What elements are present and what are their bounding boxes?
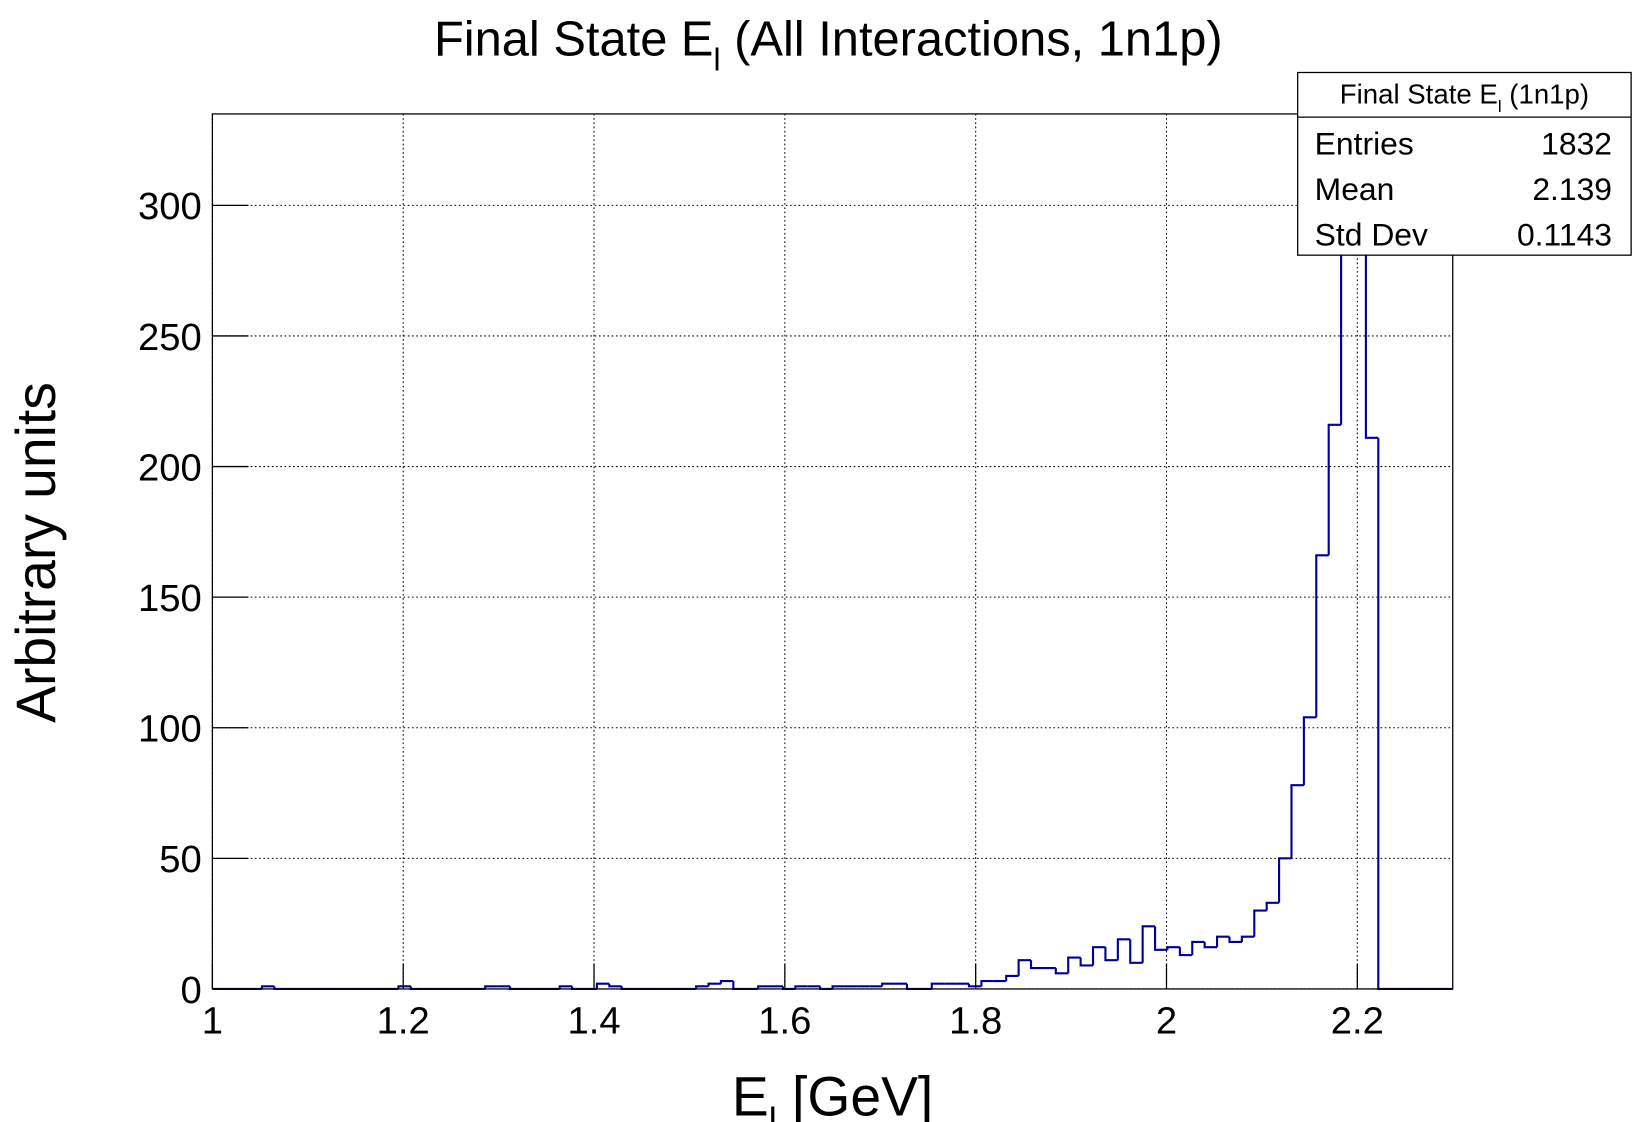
histogram-bin — [695, 985, 709, 989]
title-rest: (All Interactions, 1n1p) — [721, 13, 1223, 67]
histogram-bin — [397, 985, 411, 989]
histogram-bin — [719, 980, 734, 984]
histogram-bin — [1178, 947, 1193, 957]
histogram-bin — [881, 982, 895, 987]
histogram-bin — [930, 982, 945, 989]
histogram-bin — [1067, 956, 1081, 974]
stats-value: 1832 — [1541, 125, 1612, 161]
histogram-bin — [1340, 113, 1343, 425]
histogram-bin — [757, 985, 771, 989]
histogram-bin — [1315, 554, 1329, 718]
histogram-bin — [1153, 926, 1168, 951]
histogram-bin — [1228, 936, 1242, 944]
histogram-bin — [558, 985, 573, 989]
histogram-bin — [1091, 946, 1106, 966]
histogram-bin — [484, 985, 498, 989]
y-tick-label: 100 — [138, 708, 202, 751]
stats-label: Entries — [1315, 125, 1414, 161]
histogram-bin — [1129, 939, 1143, 964]
ticks: 1 1.2 1.4 1.6 1.8 2 2.2 0 50 100 150 200 250 300 — [138, 185, 1384, 1042]
histogram-bin — [1079, 957, 1094, 967]
histogram-bin — [1265, 901, 1280, 911]
histogram-bin — [1166, 946, 1180, 950]
x-tick-label: 1.8 — [949, 1000, 1002, 1043]
histogram-bin — [1141, 925, 1156, 963]
histogram-bin — [1054, 968, 1069, 975]
histogram-bin — [1005, 974, 1019, 982]
stats-title-sub: l — [1498, 97, 1502, 116]
y-tick-label: 150 — [138, 577, 202, 620]
histogram-bin — [1216, 935, 1230, 948]
x-tick-label: 2.2 — [1331, 1000, 1384, 1043]
x-tick-label: 1.6 — [758, 1000, 811, 1043]
xlabel-sub: l — [769, 1099, 777, 1122]
y-tick-label: 50 — [159, 838, 202, 881]
chart-title: Final State El (All Interactions, 1n1p) — [434, 13, 1223, 78]
histogram-bin — [608, 983, 622, 988]
y-axis-title: Arbitrary units — [5, 382, 67, 723]
histogram-bin — [1302, 716, 1317, 786]
histogram-bin — [1104, 947, 1118, 962]
stats-value: 0.1143 — [1517, 217, 1612, 253]
x-axis-title: El [GeV] — [732, 1065, 933, 1122]
xlabel-rest: [GeV] — [777, 1065, 934, 1122]
x-tick-label: 1.4 — [567, 1000, 620, 1043]
grid — [211, 113, 1453, 990]
stats-title: Final State El (1n1p) — [1340, 78, 1589, 115]
stats-label: Mean — [1315, 171, 1395, 207]
histogram-bin — [831, 985, 845, 989]
x-tick-label: 1.2 — [377, 1000, 430, 1043]
title-main: Final State E — [434, 13, 714, 67]
histogram-bin — [595, 982, 610, 989]
y-tick-label: 200 — [138, 446, 202, 489]
histogram-bin — [1029, 960, 1044, 970]
y-tick-label: 0 — [181, 969, 202, 1012]
stats-title-rest: (1n1p) — [1502, 78, 1589, 109]
stats-value: 2.139 — [1532, 171, 1612, 207]
histogram-bin — [967, 983, 982, 988]
plot-frame — [211, 113, 1454, 990]
x-tick-label: 1 — [202, 1000, 223, 1043]
histogram-bin — [1203, 941, 1218, 949]
histogram-bin — [1017, 959, 1032, 976]
histogram-bin — [707, 982, 721, 987]
histogram-bin — [1116, 938, 1131, 961]
histogram-bin — [1240, 935, 1255, 942]
stats-box: Final State El (1n1p) Entries 1832 Mean 2.1… — [1297, 71, 1632, 256]
histogram-bin — [1278, 857, 1292, 903]
histogram-bin — [794, 985, 808, 989]
stats-label: Std Dev — [1315, 217, 1428, 253]
histogram-bin — [1191, 940, 1205, 956]
y-tick-label: 300 — [138, 185, 202, 228]
histogram-bin — [1290, 784, 1304, 859]
stats-frame — [1297, 71, 1632, 256]
histogram-bin — [1253, 909, 1267, 937]
stats-title-main: Final State E — [1340, 78, 1498, 109]
histogram-bin — [980, 980, 994, 987]
y-tick-label: 250 — [138, 316, 202, 359]
histogram-bin — [260, 985, 275, 989]
histogram-bin — [1327, 423, 1342, 556]
title-sub: l — [713, 41, 720, 77]
x-tick-label: 2 — [1156, 1000, 1177, 1043]
xlabel-main: E — [732, 1065, 769, 1122]
